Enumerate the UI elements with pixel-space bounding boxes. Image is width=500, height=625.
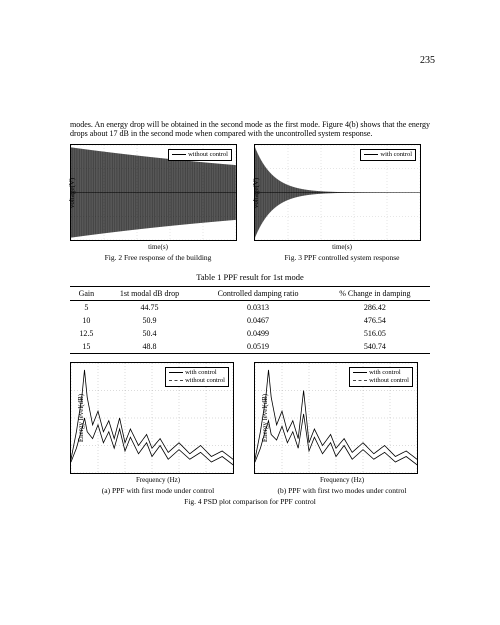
- fig2-chart: voltage(V) without control: [70, 144, 237, 241]
- fig2-legend: without control: [168, 149, 232, 161]
- fig3-col: voltage(V) with control time(s) Fig. 3 P…: [254, 144, 430, 262]
- fig2-ylabel: voltage(V): [68, 178, 76, 208]
- fig4b-legend-0: with control: [369, 369, 401, 376]
- body-paragraph: modes. An energy drop will be obtained i…: [70, 120, 430, 138]
- fig3-legend-text: with control: [380, 151, 412, 158]
- legend-line-dash-icon: [353, 380, 367, 381]
- fig4b-caption: (b) PPF with first two modes under contr…: [254, 486, 430, 495]
- table-cell: 50.9: [103, 314, 197, 327]
- fig4a-legend-0: with control: [185, 369, 217, 376]
- legend-line-icon: [172, 154, 186, 155]
- fig2-xlabel: time(s): [70, 243, 246, 251]
- table-cell: 476.54: [320, 314, 430, 327]
- table-cell: 50.4: [103, 327, 197, 340]
- table-cell: 540.74: [320, 340, 430, 354]
- fig4-caption: Fig. 4 PSD plot comparison for PPF contr…: [70, 497, 430, 506]
- fig2-col: voltage(V) without control time(s) Fig. …: [70, 144, 246, 262]
- table-cell: 5: [70, 301, 103, 314]
- fig-row-1: voltage(V) without control time(s) Fig. …: [70, 144, 430, 262]
- table-cell: 286.42: [320, 301, 430, 314]
- table-cell: 0.0499: [196, 327, 319, 340]
- fig3-legend: with control: [360, 149, 416, 161]
- table-cell: 10: [70, 314, 103, 327]
- table-cell: 44.75: [103, 301, 197, 314]
- table-header: 1st modal dB drop: [103, 287, 197, 301]
- fig4a-col: Energy level(dB) with control without co…: [70, 362, 246, 495]
- table-header: % Change in damping: [320, 287, 430, 301]
- table1: Gain1st modal dB dropControlled damping …: [70, 286, 430, 354]
- fig4a-legend-1: without control: [185, 377, 225, 384]
- table-cell: 48.8: [103, 340, 197, 354]
- fig4b-col: Energy level(dB) with control without co…: [254, 362, 430, 495]
- legend-line-dash-icon: [169, 380, 183, 381]
- fig2-caption: Fig. 2 Free response of the building: [70, 253, 246, 262]
- fig4b-legend: with control without control: [349, 367, 413, 387]
- main-content: modes. An energy drop will be obtained i…: [70, 120, 430, 506]
- table-cell: 0.0519: [196, 340, 319, 354]
- fig-row-2: Energy level(dB) with control without co…: [70, 362, 430, 495]
- table-cell: 516.05: [320, 327, 430, 340]
- fig2-legend-text: without control: [188, 151, 228, 158]
- fig3-caption: Fig. 3 PPF controlled system response: [254, 253, 430, 262]
- fig4b-legend-1: without control: [369, 377, 409, 384]
- fig4a-chart: Energy level(dB) with control without co…: [70, 362, 234, 474]
- legend-line-icon: [364, 154, 378, 155]
- page-number: 235: [420, 55, 435, 66]
- fig4b-xlabel: Frequency (Hz): [254, 476, 430, 484]
- fig4b-chart: Energy level(dB) with control without co…: [254, 362, 418, 474]
- fig4a-ylabel: Energy level(dB): [77, 394, 85, 442]
- fig4b-ylabel: Energy level(dB): [261, 394, 269, 442]
- table-cell: 0.0313: [196, 301, 319, 314]
- table-cell: 12.5: [70, 327, 103, 340]
- table1-title: Table 1 PPF result for 1st mode: [70, 272, 430, 282]
- table-header: Controlled damping ratio: [196, 287, 319, 301]
- table-cell: 0.0467: [196, 314, 319, 327]
- table-header: Gain: [70, 287, 103, 301]
- fig4a-xlabel: Frequency (Hz): [70, 476, 246, 484]
- fig4a-legend: with control without control: [165, 367, 229, 387]
- fig3-chart: voltage(V) with control: [254, 144, 421, 241]
- legend-line-icon: [353, 372, 367, 373]
- table-cell: 15: [70, 340, 103, 354]
- fig4a-caption: (a) PPF with first mode under control: [70, 486, 246, 495]
- fig3-xlabel: time(s): [254, 243, 430, 251]
- fig3-ylabel: voltage(V): [252, 178, 260, 208]
- legend-line-icon: [169, 372, 183, 373]
